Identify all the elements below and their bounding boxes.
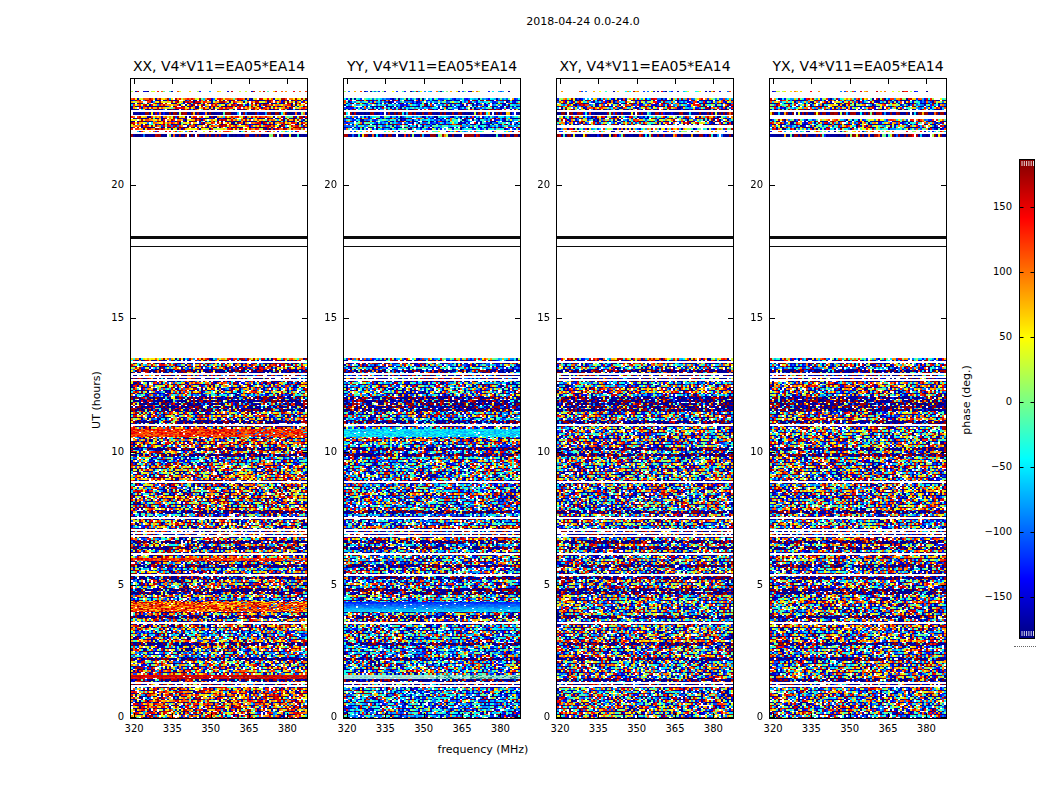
y-tick-label: 15: [516, 313, 550, 323]
x-tick-label: 350: [840, 724, 859, 734]
y-tick-label: 20: [303, 180, 337, 190]
colorbar: [1019, 159, 1035, 639]
y-tick-label: 5: [90, 580, 124, 590]
x-tick-label: 365: [878, 724, 897, 734]
colorbar-tick-label: 100: [978, 267, 1012, 277]
x-tick-label: 335: [376, 724, 395, 734]
x-tick-label: 320: [551, 724, 570, 734]
figure-title: 2018-04-24 0.0-24.0: [526, 15, 639, 28]
colorbar-extend-dots: [1014, 646, 1036, 647]
x-tick-label: 380: [704, 724, 723, 734]
panel-title: XY, V4*V11=EA05*EA14: [559, 58, 730, 74]
waterfall-plot-yx: [769, 78, 947, 719]
x-tick-label: 320: [338, 724, 357, 734]
y-tick-label: 15: [729, 313, 763, 323]
x-tick-label: 365: [665, 724, 684, 734]
x-tick-label: 365: [239, 724, 258, 734]
x-tick-label: 350: [201, 724, 220, 734]
panel-title: YY, V4*V11=EA05*EA14: [347, 58, 517, 74]
x-tick-label: 365: [452, 724, 471, 734]
waterfall-plot-xx: [130, 78, 308, 719]
y-tick-label: 20: [516, 180, 550, 190]
y-tick-label: 10: [303, 447, 337, 457]
y-tick-label: 0: [516, 712, 550, 722]
x-tick-label: 335: [802, 724, 821, 734]
x-tick-label: 380: [278, 724, 297, 734]
colorbar-tick-label: −50: [978, 462, 1012, 472]
x-tick-label: 335: [589, 724, 608, 734]
y-tick-label: 15: [90, 313, 124, 323]
panel-title: YX, V4*V11=EA05*EA14: [772, 58, 943, 74]
y-axis-label: UT (hours): [90, 371, 103, 429]
x-tick-label: 380: [491, 724, 510, 734]
colorbar-tick-label: 150: [978, 202, 1012, 212]
colorbar-tick-label: −100: [978, 527, 1012, 537]
panel-title: XX, V4*V11=EA05*EA14: [133, 58, 305, 74]
y-tick-label: 0: [90, 712, 124, 722]
y-tick-label: 5: [729, 580, 763, 590]
x-tick-label: 350: [627, 724, 646, 734]
x-tick-label: 320: [125, 724, 144, 734]
y-tick-label: 5: [303, 580, 337, 590]
y-tick-label: 0: [303, 712, 337, 722]
y-tick-label: 5: [516, 580, 550, 590]
x-axis-label: frequency (MHz): [438, 743, 529, 756]
colorbar-label: phase (deg.): [960, 365, 973, 435]
y-tick-label: 20: [729, 180, 763, 190]
y-tick-label: 20: [90, 180, 124, 190]
waterfall-plot-xy: [556, 78, 734, 719]
x-tick-label: 335: [163, 724, 182, 734]
x-tick-label: 320: [764, 724, 783, 734]
waterfall-plot-yy: [343, 78, 521, 719]
y-tick-label: 10: [516, 447, 550, 457]
y-tick-label: 15: [303, 313, 337, 323]
x-tick-label: 350: [414, 724, 433, 734]
y-tick-label: 0: [729, 712, 763, 722]
colorbar-tick-label: −150: [978, 592, 1012, 602]
y-tick-label: 10: [90, 447, 124, 457]
y-tick-label: 10: [729, 447, 763, 457]
colorbar-tick-label: 50: [978, 332, 1012, 342]
x-tick-label: 380: [917, 724, 936, 734]
colorbar-tick-label: 0: [978, 397, 1012, 407]
